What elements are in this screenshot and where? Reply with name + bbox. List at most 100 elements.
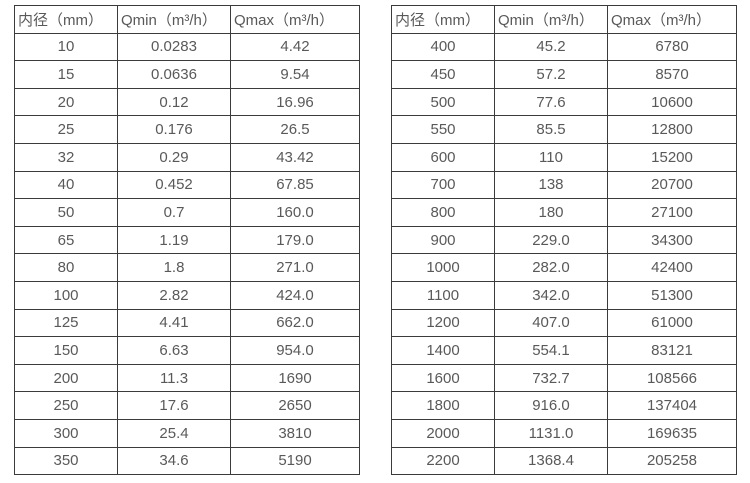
table-cell: 160.0 bbox=[230, 198, 360, 227]
table-cell: 57.2 bbox=[494, 60, 608, 89]
table-row: 300 25.4 3810 bbox=[14, 418, 360, 448]
table-cell: 27100 bbox=[607, 198, 737, 227]
table-row: 100 2.82 424.0 bbox=[14, 280, 360, 310]
table-cell: 1800 bbox=[391, 391, 495, 420]
table-cell: 205258 bbox=[607, 446, 737, 476]
table-cell: 80 bbox=[14, 253, 118, 282]
header-qmin: Qmin（m³/h） bbox=[494, 5, 608, 34]
table-cell: 0.452 bbox=[117, 170, 231, 200]
table-cell: 554.1 bbox=[494, 336, 608, 365]
table-cell: 700 bbox=[391, 170, 495, 200]
table-cell: 0.29 bbox=[117, 142, 231, 172]
table-row: 1100 342.0 51300 bbox=[391, 280, 737, 310]
table-cell: 43.42 bbox=[230, 142, 360, 172]
table-cell: 169635 bbox=[607, 418, 737, 448]
table-cell: 1.8 bbox=[117, 253, 231, 282]
table-cell: 0.0636 bbox=[117, 60, 231, 89]
table-cell: 0.0283 bbox=[117, 32, 231, 62]
table-cell: 11.3 bbox=[117, 363, 231, 393]
table-cell: 954.0 bbox=[230, 336, 360, 365]
flow-table-small-body: 10 0.0283 4.42 15 0.0636 9.54 20 0.12 16.96 25 0.1… bbox=[14, 32, 360, 476]
table-cell: 16.96 bbox=[230, 87, 360, 117]
table-cell: 3810 bbox=[230, 418, 360, 448]
table-row: 900 229.0 34300 bbox=[391, 225, 737, 255]
table-cell: 42400 bbox=[607, 253, 737, 282]
table-cell: 67.85 bbox=[230, 170, 360, 200]
table-cell: 350 bbox=[14, 446, 118, 476]
table-cell: 900 bbox=[391, 225, 495, 255]
flow-table-small-diameters: 内径（mm） Qmin（m³/h） Qmax（m³/h） 10 0.0283 4.4… bbox=[14, 5, 360, 476]
table-cell: 26.5 bbox=[230, 115, 360, 144]
table-row: 1000 282.0 42400 bbox=[391, 253, 737, 282]
table-row: 50 0.7 160.0 bbox=[14, 198, 360, 227]
table-cell: 108566 bbox=[607, 363, 737, 393]
table-row: 800 180 27100 bbox=[391, 198, 737, 227]
table-cell: 500 bbox=[391, 87, 495, 117]
header-diameter: 内径（mm） bbox=[14, 5, 118, 34]
table-cell: 2.82 bbox=[117, 280, 231, 310]
table-cell: 450 bbox=[391, 60, 495, 89]
table-row: 2000 1131.0 169635 bbox=[391, 418, 737, 448]
table-cell: 179.0 bbox=[230, 225, 360, 255]
table-cell: 300 bbox=[14, 418, 118, 448]
table-cell: 800 bbox=[391, 198, 495, 227]
table-cell: 200 bbox=[14, 363, 118, 393]
table-header-row: 内径（mm） Qmin（m³/h） Qmax（m³/h） bbox=[391, 5, 737, 34]
header-qmax: Qmax（m³/h） bbox=[230, 5, 360, 34]
table-row: 10 0.0283 4.42 bbox=[14, 32, 360, 62]
table-cell: 342.0 bbox=[494, 280, 608, 310]
table-cell: 180 bbox=[494, 198, 608, 227]
table-row: 1600 732.7 108566 bbox=[391, 363, 737, 393]
table-cell: 2650 bbox=[230, 391, 360, 420]
table-cell: 40 bbox=[14, 170, 118, 200]
table-row: 32 0.29 43.42 bbox=[14, 142, 360, 172]
table-cell: 2000 bbox=[391, 418, 495, 448]
table-cell: 32 bbox=[14, 142, 118, 172]
table-cell: 8570 bbox=[607, 60, 737, 89]
table-cell: 250 bbox=[14, 391, 118, 420]
table-cell: 34300 bbox=[607, 225, 737, 255]
table-cell: 282.0 bbox=[494, 253, 608, 282]
table-cell: 61000 bbox=[607, 308, 737, 338]
table-cell: 15200 bbox=[607, 142, 737, 172]
table-cell: 51300 bbox=[607, 280, 737, 310]
table-cell: 20700 bbox=[607, 170, 737, 200]
table-row: 40 0.452 67.85 bbox=[14, 170, 360, 200]
table-cell: 0.7 bbox=[117, 198, 231, 227]
header-qmin: Qmin（m³/h） bbox=[117, 5, 231, 34]
table-row: 150 6.63 954.0 bbox=[14, 336, 360, 365]
table-cell: 6780 bbox=[607, 32, 737, 62]
table-cell: 25.4 bbox=[117, 418, 231, 448]
table-cell: 662.0 bbox=[230, 308, 360, 338]
table-cell: 424.0 bbox=[230, 280, 360, 310]
table-cell: 9.54 bbox=[230, 60, 360, 89]
table-cell: 10600 bbox=[607, 87, 737, 117]
table-cell: 1690 bbox=[230, 363, 360, 393]
table-cell: 2200 bbox=[391, 446, 495, 476]
table-cell: 12800 bbox=[607, 115, 737, 144]
table-row: 2200 1368.4 205258 bbox=[391, 446, 737, 476]
table-cell: 1131.0 bbox=[494, 418, 608, 448]
table-cell: 1200 bbox=[391, 308, 495, 338]
table-cell: 77.6 bbox=[494, 87, 608, 117]
table-cell: 1100 bbox=[391, 280, 495, 310]
table-cell: 600 bbox=[391, 142, 495, 172]
table-cell: 45.2 bbox=[494, 32, 608, 62]
table-row: 400 45.2 6780 bbox=[391, 32, 737, 62]
table-cell: 229.0 bbox=[494, 225, 608, 255]
table-header-row: 内径（mm） Qmin（m³/h） Qmax（m³/h） bbox=[14, 5, 360, 34]
table-cell: 50 bbox=[14, 198, 118, 227]
table-row: 15 0.0636 9.54 bbox=[14, 60, 360, 89]
table-cell: 1000 bbox=[391, 253, 495, 282]
table-row: 500 77.6 10600 bbox=[391, 87, 737, 117]
table-cell: 25 bbox=[14, 115, 118, 144]
table-cell: 550 bbox=[391, 115, 495, 144]
table-row: 1200 407.0 61000 bbox=[391, 308, 737, 338]
table-cell: 34.6 bbox=[117, 446, 231, 476]
table-cell: 125 bbox=[14, 308, 118, 338]
table-cell: 400 bbox=[391, 32, 495, 62]
table-cell: 83121 bbox=[607, 336, 737, 365]
table-cell: 407.0 bbox=[494, 308, 608, 338]
table-row: 700 138 20700 bbox=[391, 170, 737, 200]
table-row: 20 0.12 16.96 bbox=[14, 87, 360, 117]
